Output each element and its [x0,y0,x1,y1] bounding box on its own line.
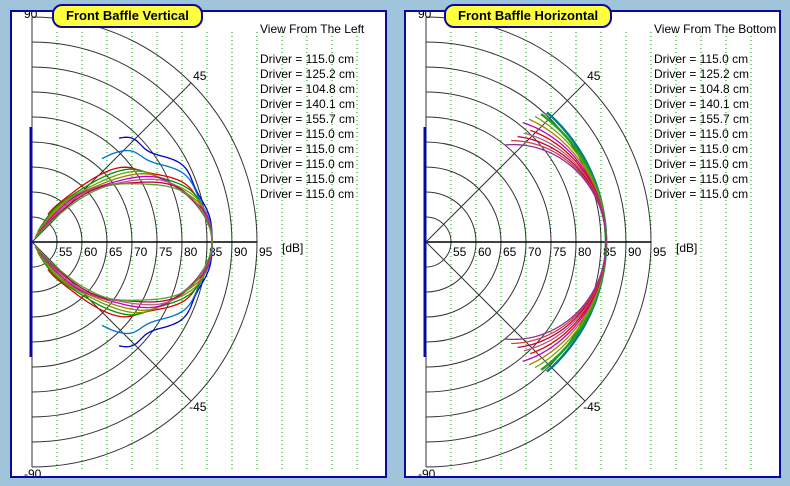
chart-title: Front Baffle Vertical [52,4,203,28]
legend-item: Driver = 115.0 cm [654,52,749,66]
angle-label: 90 [418,12,432,21]
r-tick-label: 55 [59,245,73,259]
legend-item: Driver = 125.2 cm [260,67,356,81]
legend-item: Driver = 115.0 cm [654,127,749,141]
legend-item: Driver = 115.0 cm [654,187,749,201]
legend-item: Driver = 115.0 cm [654,142,749,156]
axis-45 [425,82,586,243]
angle-label: -90 [24,467,42,476]
angle-label: 45 [193,69,207,83]
angle-label: -90 [418,467,436,476]
response-curve [504,143,607,341]
r-tick-label: 55 [453,245,467,259]
legend: Driver = 115.0 cm Driver = 125.2 cm Driv… [260,52,355,202]
legend-item: Driver = 104.8 cm [654,82,750,96]
legend-item: Driver = 115.0 cm [654,157,749,171]
legend-item: Driver = 115.0 cm [260,172,355,186]
r-tick-label: 95 [259,245,273,259]
vertical-polar-panel: 55 60 65 70 75 80 85 90 95 [dB] 90 45 -45 -90 Front B… [10,4,387,478]
r-tick-label: 60 [84,245,98,259]
r-tick-label: 70 [134,245,148,259]
legend: Driver = 115.0 cm Driver = 125.2 cm Driv… [654,52,749,202]
legend-item: Driver = 115.0 cm [260,127,355,141]
horizontal-polar-panel: 55 60 65 70 75 80 85 90 95 [dB] 90 45 -45 -90 Front B… [404,4,781,478]
r-tick-label: 90 [628,245,642,259]
r-tick-label: 60 [478,245,492,259]
axis-minus45 [425,241,586,402]
legend-item: Driver = 115.0 cm [260,157,355,171]
legend-item: Driver = 115.0 cm [260,52,355,66]
angle-label: 45 [587,69,601,83]
r-tick-label: 80 [578,245,592,259]
legend-item: Driver = 155.7 cm [654,112,750,126]
r-tick-label: 70 [528,245,542,259]
angle-label: -45 [583,400,601,414]
unit-label: [dB] [676,241,697,255]
r-tick-label: 65 [503,245,517,259]
legend-item: Driver = 115.0 cm [654,172,749,186]
response-curve [35,183,213,301]
r-tick-label: 75 [159,245,173,259]
legend-item: Driver = 125.2 cm [654,67,750,81]
legend-item: Driver = 140.1 cm [260,97,356,111]
legend-item: Driver = 115.0 cm [260,142,355,156]
angle-label: 90 [24,12,38,21]
r-tick-label: 95 [653,245,667,259]
r-tick-label: 80 [184,245,198,259]
view-label: View From The Bottom [654,22,777,36]
angle-label: -45 [189,400,207,414]
chart-title: Front Baffle Horizontal [444,4,613,28]
view-label: View From The Left [260,22,365,36]
legend-item: Driver = 104.8 cm [260,82,356,96]
r-tick-label: 75 [553,245,567,259]
legend-item: Driver = 155.7 cm [260,112,356,126]
legend-item: Driver = 140.1 cm [654,97,750,111]
r-tick-label: 90 [234,245,248,259]
legend-item: Driver = 115.0 cm [260,187,355,201]
r-tick-label: 65 [109,245,123,259]
unit-label: [dB] [282,241,303,255]
